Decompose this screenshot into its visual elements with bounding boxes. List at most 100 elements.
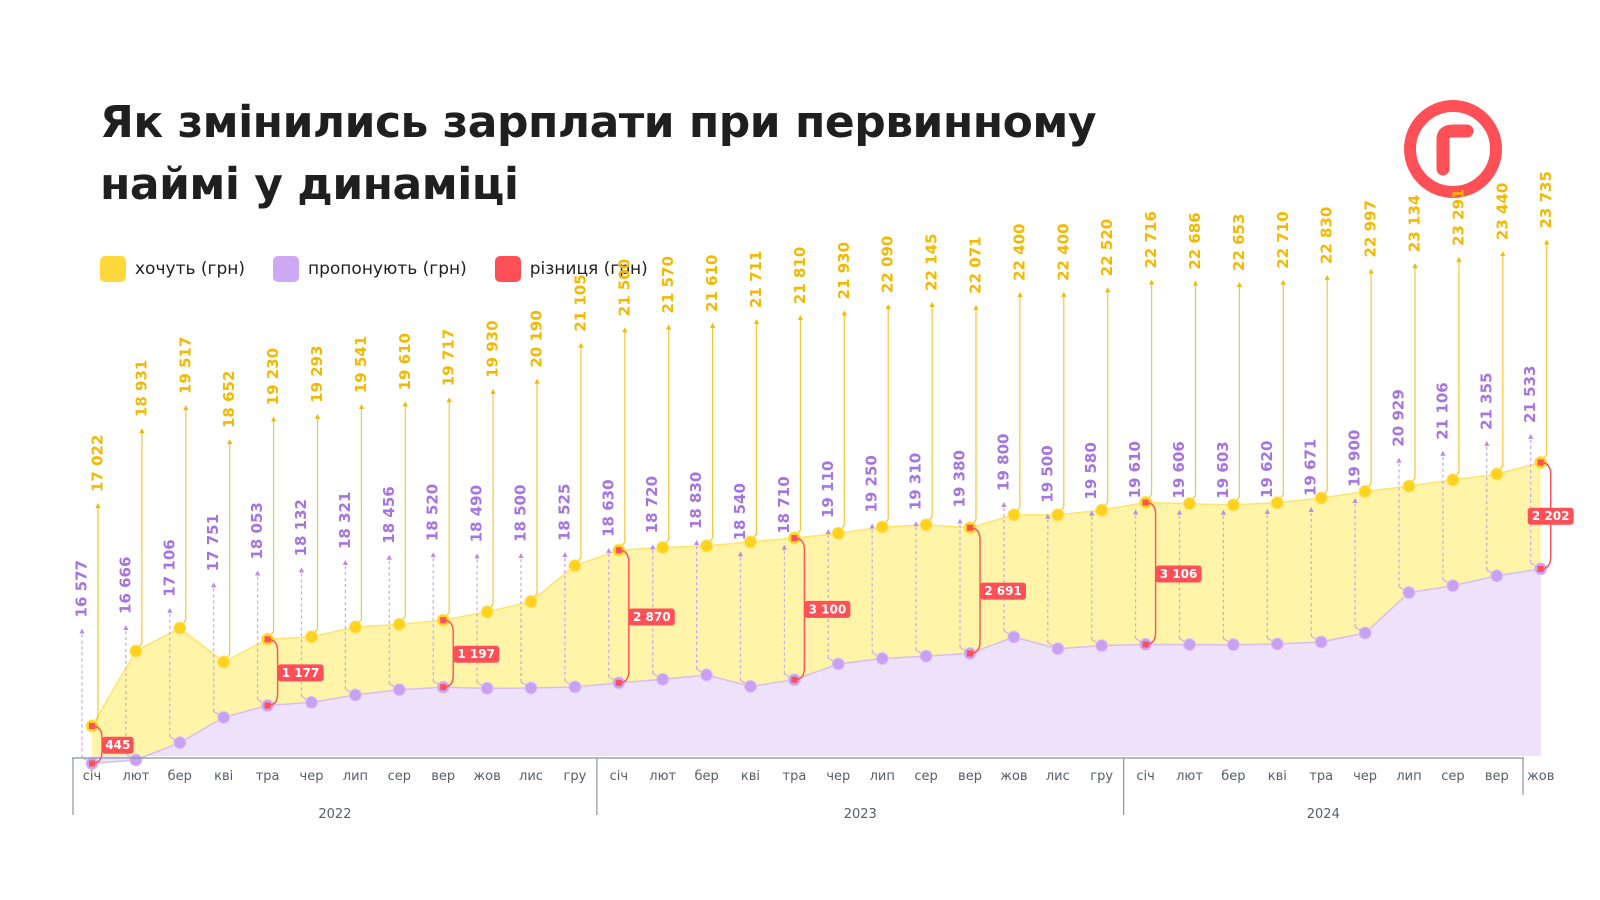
offered-arrow [79, 628, 85, 634]
offered-arrow [211, 582, 217, 588]
wanted-arrow [973, 304, 979, 310]
offered-value-label: 19 603 [1214, 441, 1232, 498]
offered-value-label: 19 671 [1302, 439, 1320, 496]
wanted-arrow [183, 405, 189, 411]
wanted-arrow [1412, 263, 1418, 269]
difference-badge [277, 664, 324, 682]
difference-marker-top [967, 524, 973, 531]
offered-value-label: 19 250 [863, 455, 881, 512]
wanted-point [1183, 497, 1196, 511]
offered-point [348, 688, 362, 702]
wanted-arrow [271, 416, 277, 422]
offered-arrow [298, 567, 305, 573]
x-tick-label-month: тра [783, 769, 807, 784]
wanted-value-label: 19 230 [264, 348, 282, 405]
difference-value-label: 1 177 [282, 666, 320, 680]
offered-point [744, 679, 757, 693]
wanted-value-label: 22 520 [1098, 219, 1116, 276]
wanted-value-label: 18 652 [220, 371, 238, 428]
wanted-arrow [1456, 256, 1462, 262]
wanted-value-label: 19 930 [484, 320, 502, 377]
offered-value-label: 18 520 [424, 484, 442, 541]
wanted-arrow [885, 304, 891, 310]
offered-arrow [606, 547, 612, 553]
wanted-value-label: 22 653 [1230, 214, 1248, 271]
legend-item-difference: різниця (грн) [494, 256, 648, 282]
wanted-value-label: 23 134 [1406, 195, 1424, 252]
offered-arrow [386, 554, 392, 560]
x-tick-label-month: тра [256, 769, 280, 784]
difference-marker-top [1142, 499, 1149, 506]
offered-arrow [430, 552, 436, 558]
offered-value-label: 18 456 [380, 486, 398, 543]
wanted-arrow [797, 315, 803, 321]
offered-value-label: 19 620 [1258, 441, 1276, 498]
wanted-arrow [95, 503, 101, 508]
offered-arrow [474, 553, 480, 559]
offered-arrow [781, 544, 787, 550]
wanted-value-label: 21 711 [747, 251, 765, 308]
offered-point [568, 680, 582, 694]
difference-marker-bottom [967, 650, 973, 657]
offered-value-label: 18 132 [292, 499, 310, 556]
wanted-arrow [402, 401, 408, 407]
wanted-point [831, 526, 845, 540]
difference-badge [804, 600, 851, 618]
wanted-point [919, 518, 933, 532]
x-tick-label-month: вер [1485, 769, 1509, 784]
offered-arrow [913, 521, 919, 527]
offered-point [392, 683, 406, 697]
offered-point [1402, 586, 1416, 600]
offered-arrow [1440, 450, 1446, 456]
wanted-arrow [1192, 280, 1199, 286]
wanted-arrow [1105, 287, 1111, 293]
offered-arrow [737, 551, 744, 557]
x-tick-label-month: чер [826, 769, 850, 784]
offered-arrow [1484, 440, 1490, 446]
x-tick-label-month: сер [914, 769, 937, 784]
difference-value-label: 2 691 [984, 584, 1022, 598]
offered-value-label: 19 606 [1170, 441, 1188, 498]
offered-point [129, 753, 143, 767]
offered-arrow [1220, 509, 1226, 515]
offered-value-label: 16 666 [116, 557, 134, 614]
wanted-point [1358, 484, 1372, 498]
wanted-value-label: 21 105 [571, 274, 589, 331]
offered-value-label: 18 710 [775, 476, 793, 533]
x-tick-label-month: лис [1046, 769, 1070, 784]
difference-value-label: 2 202 [1532, 509, 1570, 523]
offered-value-label: 18 490 [468, 485, 486, 542]
wanted-arrow [1236, 281, 1242, 287]
offered-point [1446, 579, 1460, 593]
wanted-arrow [929, 301, 935, 307]
wanted-value-label: 21 610 [703, 254, 721, 311]
difference-value-label: 3 100 [809, 602, 847, 616]
offered-arrow [1396, 457, 1402, 463]
legend: хочуть (грн) пропонують (грн) різниця (г… [100, 254, 676, 284]
offered-arrow [123, 624, 129, 630]
difference-badge [1155, 565, 1202, 583]
wanted-point [129, 644, 143, 658]
wanted-point [1226, 498, 1240, 512]
legend-label-wanted: хочуть (грн) [135, 259, 245, 279]
x-tick-label-month: лип [870, 769, 895, 784]
difference-badge [102, 736, 134, 754]
wanted-arrow [578, 342, 584, 348]
offered-point [524, 681, 538, 695]
offered-point [1007, 630, 1021, 644]
rabota-r-logo-icon [1404, 100, 1502, 198]
wanted-point [700, 539, 714, 553]
wanted-value-label: 17 022 [89, 435, 107, 492]
offered-value-label: 21 355 [1477, 372, 1495, 429]
wanted-arrow [666, 324, 672, 330]
offered-value-label: 19 500 [1038, 445, 1056, 502]
wanted-value-label: 19 293 [308, 345, 326, 402]
wanted-point [1402, 479, 1416, 493]
offered-value-label: 17 106 [160, 539, 178, 596]
offered-point [1226, 638, 1240, 652]
offered-arrow [694, 540, 700, 546]
wanted-point [217, 655, 231, 669]
wanted-point [480, 605, 494, 619]
x-tick-label-month: лис [519, 769, 543, 784]
